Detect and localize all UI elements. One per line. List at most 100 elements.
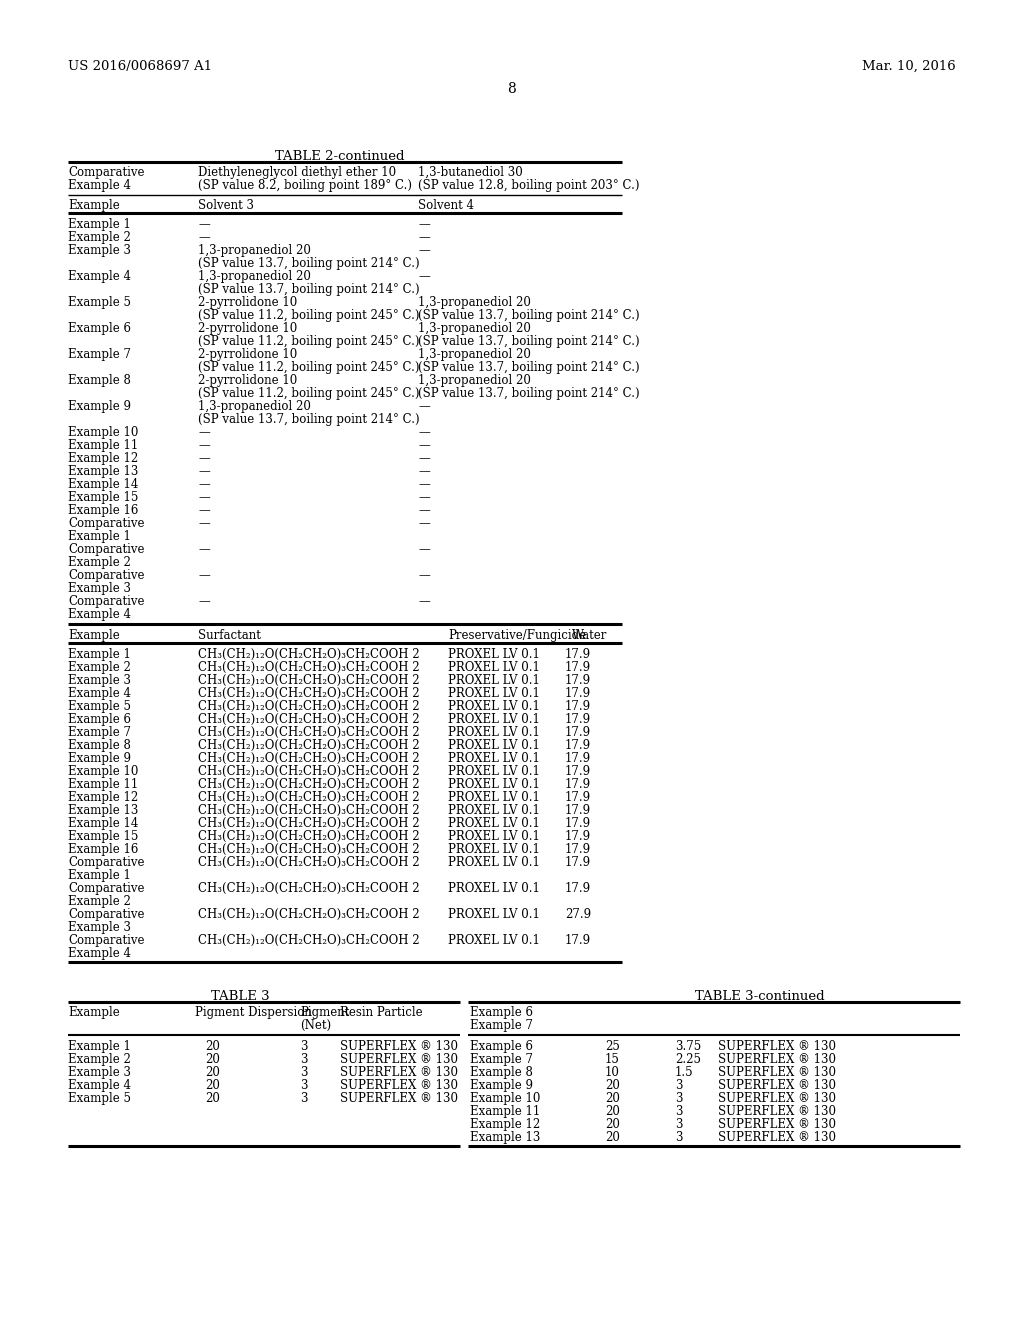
Text: 17.9: 17.9 — [565, 804, 591, 817]
Text: Comparative: Comparative — [68, 908, 144, 921]
Text: CH₃(CH₂)₁₂O(CH₂CH₂O)₃CH₂COOH 2: CH₃(CH₂)₁₂O(CH₂CH₂O)₃CH₂COOH 2 — [198, 686, 420, 700]
Text: —: — — [418, 426, 430, 440]
Text: —: — — [418, 400, 430, 413]
Text: —: — — [418, 440, 430, 451]
Text: SUPERFLEX ® 130: SUPERFLEX ® 130 — [718, 1131, 836, 1144]
Text: 2-pyrrolidone 10: 2-pyrrolidone 10 — [198, 322, 297, 335]
Text: 17.9: 17.9 — [565, 675, 591, 686]
Text: 3: 3 — [675, 1131, 683, 1144]
Text: —: — — [198, 231, 210, 244]
Text: CH₃(CH₂)₁₂O(CH₂CH₂O)₃CH₂COOH 2: CH₃(CH₂)₁₂O(CH₂CH₂O)₃CH₂COOH 2 — [198, 648, 420, 661]
Text: 20: 20 — [205, 1053, 220, 1067]
Text: TABLE 3: TABLE 3 — [211, 990, 269, 1003]
Text: PROXEL LV 0.1: PROXEL LV 0.1 — [449, 777, 540, 791]
Text: (Net): (Net) — [300, 1019, 331, 1032]
Text: PROXEL LV 0.1: PROXEL LV 0.1 — [449, 675, 540, 686]
Text: 17.9: 17.9 — [565, 648, 591, 661]
Text: —: — — [418, 271, 430, 282]
Text: 20: 20 — [605, 1118, 620, 1131]
Text: —: — — [198, 218, 210, 231]
Text: PROXEL LV 0.1: PROXEL LV 0.1 — [449, 908, 540, 921]
Text: PROXEL LV 0.1: PROXEL LV 0.1 — [449, 791, 540, 804]
Text: —: — — [418, 451, 430, 465]
Text: Example 4: Example 4 — [68, 271, 131, 282]
Text: Example 11: Example 11 — [470, 1105, 541, 1118]
Text: 8: 8 — [508, 82, 516, 96]
Text: (SP value 13.7, boiling point 214° C.): (SP value 13.7, boiling point 214° C.) — [198, 413, 420, 426]
Text: —: — — [418, 478, 430, 491]
Text: Example 8: Example 8 — [68, 739, 131, 752]
Text: PROXEL LV 0.1: PROXEL LV 0.1 — [449, 648, 540, 661]
Text: 17.9: 17.9 — [565, 713, 591, 726]
Text: Comparative: Comparative — [68, 935, 144, 946]
Text: PROXEL LV 0.1: PROXEL LV 0.1 — [449, 935, 540, 946]
Text: 25: 25 — [605, 1040, 620, 1053]
Text: Comparative: Comparative — [68, 517, 144, 531]
Text: —: — — [418, 465, 430, 478]
Text: Example: Example — [68, 630, 120, 642]
Text: 27.9: 27.9 — [565, 908, 591, 921]
Text: Solvent 4: Solvent 4 — [418, 199, 474, 213]
Text: 2-pyrrolidone 10: 2-pyrrolidone 10 — [198, 296, 297, 309]
Text: CH₃(CH₂)₁₂O(CH₂CH₂O)₃CH₂COOH 2: CH₃(CH₂)₁₂O(CH₂CH₂O)₃CH₂COOH 2 — [198, 817, 420, 830]
Text: Example 13: Example 13 — [68, 465, 138, 478]
Text: PROXEL LV 0.1: PROXEL LV 0.1 — [449, 726, 540, 739]
Text: (SP value 12.8, boiling point 203° C.): (SP value 12.8, boiling point 203° C.) — [418, 180, 640, 191]
Text: Example 10: Example 10 — [68, 426, 138, 440]
Text: Resin Particle: Resin Particle — [340, 1006, 423, 1019]
Text: Example 13: Example 13 — [470, 1131, 541, 1144]
Text: 2-pyrrolidone 10: 2-pyrrolidone 10 — [198, 348, 297, 360]
Text: Example 6: Example 6 — [68, 713, 131, 726]
Text: Example 2: Example 2 — [68, 556, 131, 569]
Text: CH₃(CH₂)₁₂O(CH₂CH₂O)₃CH₂COOH 2: CH₃(CH₂)₁₂O(CH₂CH₂O)₃CH₂COOH 2 — [198, 882, 420, 895]
Text: (SP value 11.2, boiling point 245° C.): (SP value 11.2, boiling point 245° C.) — [198, 309, 420, 322]
Text: (SP value 8.2, boiling point 189° C.): (SP value 8.2, boiling point 189° C.) — [198, 180, 412, 191]
Text: (SP value 13.7, boiling point 214° C.): (SP value 13.7, boiling point 214° C.) — [418, 309, 640, 322]
Text: Example 4: Example 4 — [68, 1078, 131, 1092]
Text: 17.9: 17.9 — [565, 882, 591, 895]
Text: 1,3-propanediol 20: 1,3-propanediol 20 — [418, 322, 530, 335]
Text: Example 2: Example 2 — [68, 1053, 131, 1067]
Text: —: — — [198, 504, 210, 517]
Text: Example 2: Example 2 — [68, 231, 131, 244]
Text: (SP value 13.7, boiling point 214° C.): (SP value 13.7, boiling point 214° C.) — [198, 282, 420, 296]
Text: Example 11: Example 11 — [68, 440, 138, 451]
Text: 17.9: 17.9 — [565, 791, 591, 804]
Text: (SP value 11.2, boiling point 245° C.): (SP value 11.2, boiling point 245° C.) — [198, 335, 420, 348]
Text: (SP value 13.7, boiling point 214° C.): (SP value 13.7, boiling point 214° C.) — [418, 387, 640, 400]
Text: —: — — [198, 478, 210, 491]
Text: 3: 3 — [675, 1078, 683, 1092]
Text: PROXEL LV 0.1: PROXEL LV 0.1 — [449, 804, 540, 817]
Text: Example 14: Example 14 — [68, 478, 138, 491]
Text: 17.9: 17.9 — [565, 686, 591, 700]
Text: —: — — [198, 451, 210, 465]
Text: 3: 3 — [675, 1092, 683, 1105]
Text: 3: 3 — [300, 1053, 307, 1067]
Text: 20: 20 — [205, 1078, 220, 1092]
Text: 20: 20 — [205, 1040, 220, 1053]
Text: US 2016/0068697 A1: US 2016/0068697 A1 — [68, 59, 212, 73]
Text: 17.9: 17.9 — [565, 700, 591, 713]
Text: CH₃(CH₂)₁₂O(CH₂CH₂O)₃CH₂COOH 2: CH₃(CH₂)₁₂O(CH₂CH₂O)₃CH₂COOH 2 — [198, 700, 420, 713]
Text: Mar. 10, 2016: Mar. 10, 2016 — [862, 59, 956, 73]
Text: Example 10: Example 10 — [68, 766, 138, 777]
Text: —: — — [418, 218, 430, 231]
Text: SUPERFLEX ® 130: SUPERFLEX ® 130 — [718, 1118, 836, 1131]
Text: 17.9: 17.9 — [565, 855, 591, 869]
Text: Example 3: Example 3 — [68, 1067, 131, 1078]
Text: 1,3-propanediol 20: 1,3-propanediol 20 — [418, 348, 530, 360]
Text: PROXEL LV 0.1: PROXEL LV 0.1 — [449, 700, 540, 713]
Text: Example 14: Example 14 — [68, 817, 138, 830]
Text: 1,3-propanediol 20: 1,3-propanediol 20 — [418, 296, 530, 309]
Text: Example 9: Example 9 — [470, 1078, 534, 1092]
Text: Example 12: Example 12 — [68, 451, 138, 465]
Text: CH₃(CH₂)₁₂O(CH₂CH₂O)₃CH₂COOH 2: CH₃(CH₂)₁₂O(CH₂CH₂O)₃CH₂COOH 2 — [198, 804, 420, 817]
Text: Pigment: Pigment — [300, 1006, 349, 1019]
Text: 10: 10 — [605, 1067, 620, 1078]
Text: Example 12: Example 12 — [470, 1118, 541, 1131]
Text: Example 1: Example 1 — [68, 531, 131, 543]
Text: Example 13: Example 13 — [68, 804, 138, 817]
Text: Diethyleneglycol diethyl ether 10: Diethyleneglycol diethyl ether 10 — [198, 166, 396, 180]
Text: 20: 20 — [605, 1105, 620, 1118]
Text: —: — — [198, 543, 210, 556]
